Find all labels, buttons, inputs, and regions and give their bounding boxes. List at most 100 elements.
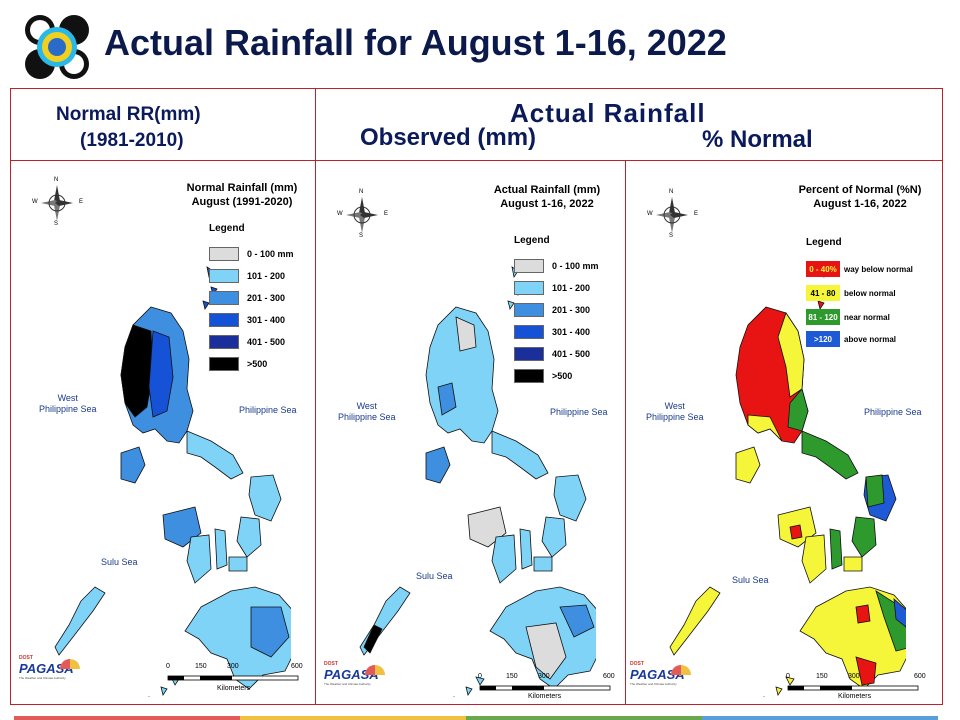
map-scale-bar bbox=[479, 685, 611, 691]
legend-swatch bbox=[514, 303, 544, 317]
scale-150: 150 bbox=[816, 673, 828, 680]
footer-bar-yellow bbox=[240, 716, 466, 720]
legend-swatch bbox=[209, 335, 239, 349]
observed-rainfall-map-panel: N S W E Actual Rainfall (mm) August 1-16… bbox=[316, 161, 625, 704]
observed-legend-item-2: 101 - 200 bbox=[514, 281, 590, 295]
observed-legend-title: Legend bbox=[514, 235, 550, 246]
observed-legend-item-3: 201 - 300 bbox=[514, 303, 590, 317]
compass-n-label: N bbox=[54, 177, 59, 183]
legend-label: 301 - 400 bbox=[552, 327, 591, 337]
pagasa-footer-logo-icon: DOST PAGASA The Weather and Climate Auth… bbox=[630, 661, 685, 691]
legend-swatch bbox=[514, 369, 544, 383]
compass-e-label: E bbox=[694, 211, 699, 217]
normal-header-line1: Normal RR(mm) bbox=[56, 104, 201, 125]
scale-600: 600 bbox=[914, 673, 926, 680]
legend-swatch-way-below: 0 - 40% bbox=[806, 261, 840, 277]
legend-label-near: near normal bbox=[844, 313, 890, 322]
percent-panel-frame bbox=[625, 160, 943, 705]
compass-e-label: E bbox=[79, 199, 84, 205]
west-sea-label-1: West bbox=[356, 401, 377, 411]
compass-e-label: E bbox=[384, 211, 389, 217]
legend-swatch bbox=[209, 269, 239, 283]
west-sea-label-1: West bbox=[57, 393, 78, 403]
pagasa-text: PAGASA bbox=[19, 661, 74, 676]
scale-unit: Kilometers bbox=[838, 693, 872, 700]
legend-label: 401 - 500 bbox=[247, 337, 286, 347]
legend-swatch bbox=[514, 281, 544, 295]
legend-label: 301 - 400 bbox=[247, 315, 286, 325]
east-sea-label: Philippine Sea bbox=[550, 407, 608, 417]
observed-rainfall-map bbox=[359, 266, 596, 697]
east-sea-label: Philippine Sea bbox=[864, 407, 922, 417]
scale-0: 0 bbox=[478, 673, 482, 680]
scale-300: 300 bbox=[227, 663, 239, 670]
legend-swatch bbox=[514, 325, 544, 339]
slide-title: Actual Rainfall for August 1-16, 2022 bbox=[104, 22, 727, 63]
legend-label: 0 - 100 mm bbox=[552, 261, 599, 271]
actual-header: Actual Rainfall bbox=[510, 98, 706, 128]
west-sea-label-2: Philippine Sea bbox=[39, 404, 97, 414]
compass-s-label: S bbox=[359, 233, 364, 239]
scale-0: 0 bbox=[166, 663, 170, 670]
compass-w-label: W bbox=[647, 211, 653, 217]
percent-normal-map bbox=[669, 266, 906, 697]
compass-n-label: N bbox=[359, 189, 364, 195]
sulu-sea-label: Sulu Sea bbox=[101, 557, 138, 567]
map-scale-bar bbox=[167, 675, 299, 681]
pagasa-text: PAGASA bbox=[324, 667, 379, 682]
scale-0: 0 bbox=[786, 673, 790, 680]
normal-legend-title: Legend bbox=[209, 223, 245, 234]
footer-bar-blue bbox=[702, 716, 938, 720]
legend-label: 201 - 300 bbox=[247, 293, 286, 303]
percent-map-title-line1: Percent of Normal (%N) bbox=[798, 184, 922, 196]
compass-w-label: W bbox=[32, 199, 38, 205]
legend-swatch bbox=[514, 259, 544, 273]
pagasa-dost-text: DOST bbox=[630, 661, 644, 667]
pagasa-umbrella-icon bbox=[671, 665, 691, 675]
legend-label: 201 - 300 bbox=[552, 305, 591, 315]
legend-swatch-below: 41 - 80 bbox=[806, 285, 840, 301]
compass-s-label: S bbox=[669, 233, 674, 239]
west-sea-label-2: Philippine Sea bbox=[646, 412, 704, 422]
scale-300: 300 bbox=[538, 673, 550, 680]
observed-legend-item-1: 0 - 100 mm bbox=[514, 259, 599, 273]
legend-swatch-near: 81 - 120 bbox=[806, 309, 840, 325]
percent-normal-map-panel: N S W E Percent of Normal (%N) August 1-… bbox=[626, 161, 942, 704]
normal-legend-item-2: 101 - 200 bbox=[209, 269, 285, 283]
legend-label-way-below: way below normal bbox=[844, 265, 913, 274]
normal-header-line2: (1981-2010) bbox=[80, 130, 184, 151]
legend-label: >500 bbox=[247, 359, 268, 369]
west-sea-label-2: Philippine Sea bbox=[338, 412, 396, 422]
legend-swatch bbox=[209, 313, 239, 327]
legend-label: 101 - 200 bbox=[247, 271, 286, 281]
observed-header: Observed (mm) bbox=[360, 124, 537, 151]
normal-legend-item-3: 201 - 300 bbox=[209, 291, 285, 305]
normal-legend-item-1: 0 - 100 mm bbox=[209, 247, 294, 261]
legend-swatch bbox=[209, 357, 239, 371]
legend-label: >500 bbox=[552, 371, 573, 381]
west-sea-label-1: West bbox=[664, 401, 685, 411]
sulu-sea-label: Sulu Sea bbox=[732, 575, 769, 585]
observed-legend-item-6: >500 bbox=[514, 369, 572, 383]
legend-swatch-above: >120 bbox=[806, 331, 840, 347]
pagasa-subtext: The Weather and Climate Authority bbox=[19, 676, 66, 680]
legend-swatch bbox=[514, 347, 544, 361]
normal-map-title-line1: Normal Rainfall (mm) bbox=[186, 182, 298, 194]
pagasa-umbrella-icon bbox=[60, 659, 80, 669]
observed-map-title-line1: Actual Rainfall (mm) bbox=[493, 184, 601, 196]
percent-map-title-line2: August 1-16, 2022 bbox=[813, 198, 907, 210]
legend-label: 101 - 200 bbox=[552, 283, 591, 293]
scale-150: 150 bbox=[195, 663, 207, 670]
pagasa-subtext: The Weather and Climate Authority bbox=[630, 682, 677, 686]
normal-rainfall-map-panel: N S W E Normal Rainfall (mm) August (199… bbox=[11, 161, 315, 704]
compass-w-label: W bbox=[337, 211, 343, 217]
legend-swatch bbox=[209, 247, 239, 261]
normal-legend-item-6: >500 bbox=[209, 357, 267, 371]
observed-legend-item-5: 401 - 500 bbox=[514, 347, 590, 361]
compass-s-label: S bbox=[54, 221, 59, 227]
legend-label: 0 - 100 mm bbox=[247, 249, 294, 259]
pagasa-footer-logo-icon: DOST PAGASA The Weather and Climate Auth… bbox=[19, 655, 74, 685]
pagasa-dost-text: DOST bbox=[324, 661, 338, 667]
scale-unit: Kilometers bbox=[528, 693, 562, 700]
legend-label-above: above normal bbox=[844, 335, 897, 344]
